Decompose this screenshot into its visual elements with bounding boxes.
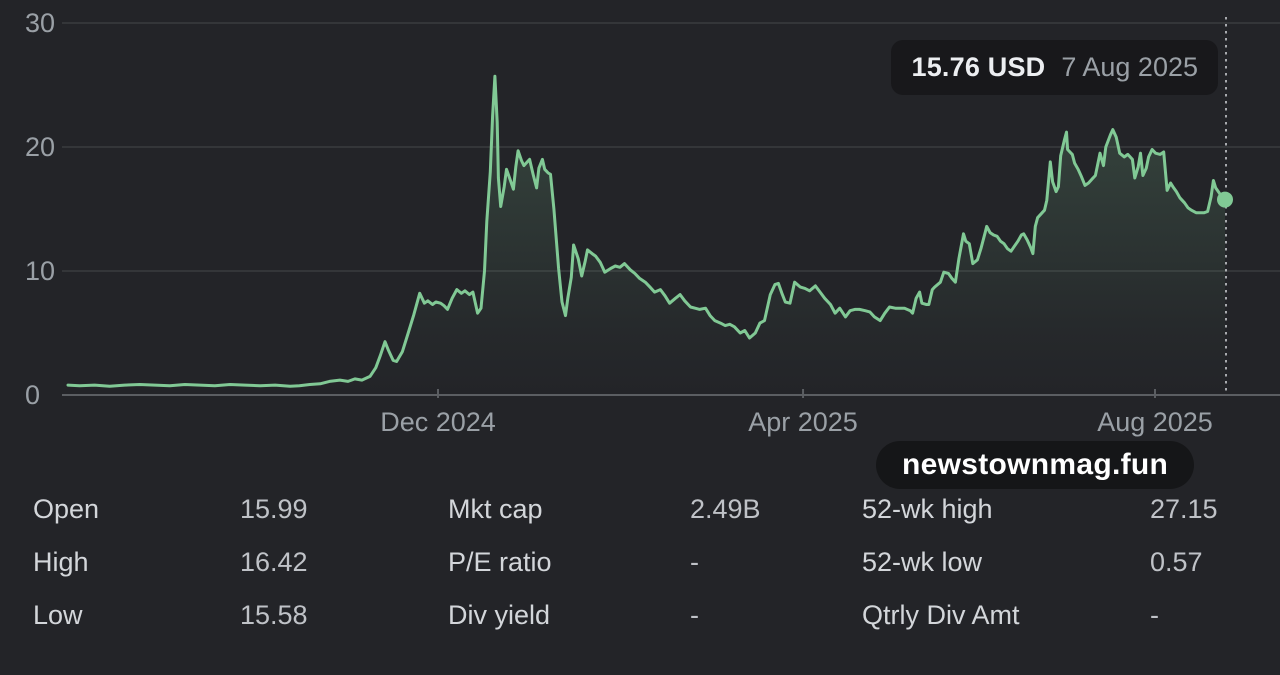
stat-row-div-yield: Div yield - [448, 589, 848, 642]
y-axis-tick-label: 0 [25, 380, 40, 410]
watermark: newstownmag.fun [876, 441, 1195, 489]
y-axis-tick-label: 20 [25, 132, 55, 162]
stats-column-1: Open 15.99 High 16.42 Low 15.58 [33, 483, 433, 642]
tooltip-price: 15.76 USD [911, 52, 1046, 82]
stats-column-3: 52-wk high 27.15 52-wk low 0.57 Qtrly Di… [862, 483, 1272, 642]
stat-row-pe-ratio: P/E ratio - [448, 536, 848, 589]
stat-value: - [690, 600, 699, 630]
price-line [66, 74, 1227, 388]
tooltip-date: 7 Aug 2025 [1061, 52, 1198, 82]
stat-label: Open [33, 494, 100, 524]
stat-value: 15.99 [240, 494, 308, 524]
stat-label: Low [33, 600, 83, 630]
x-axis-tick-label: Aug 2025 [1097, 407, 1213, 437]
stat-value: 15.58 [240, 600, 308, 630]
stat-label: High [33, 547, 89, 577]
stat-label: P/E ratio [448, 547, 552, 577]
stat-value: 27.15 [1150, 494, 1218, 524]
stat-label: 52-wk low [862, 547, 983, 577]
stat-row-open: Open 15.99 [33, 483, 433, 536]
stat-label: Mkt cap [448, 494, 543, 524]
stat-label: Qtrly Div Amt [862, 600, 1020, 630]
x-axis-tick-label: Apr 2025 [748, 407, 858, 437]
stat-label: Div yield [448, 600, 551, 630]
stats-table: Open 15.99 High 16.42 Low 15.58 Mkt cap … [0, 483, 1280, 663]
stat-value: 2.49B [690, 494, 761, 524]
price-tooltip: 15.76 USD 7 Aug 2025 [891, 40, 1218, 95]
price-area-fill [68, 76, 1225, 396]
stat-row-52wk-low: 52-wk low 0.57 [862, 536, 1272, 589]
stat-row-qtrly-div: Qtrly Div Amt - [862, 589, 1272, 642]
stat-row-mktcap: Mkt cap 2.49B [448, 483, 848, 536]
price-chart[interactable]: 0 10 20 30 Dec 2024 Apr 2025 Aug 2025 15.76 US… [0, 0, 1280, 445]
stat-label: 52-wk high [862, 494, 993, 524]
stat-row-52wk-high: 52-wk high 27.15 [862, 483, 1272, 536]
price-chart-svg[interactable]: 0 10 20 30 Dec 2024 Apr 2025 Aug 2025 [0, 0, 1280, 445]
stat-value: - [690, 547, 699, 577]
last-price-dot [1217, 191, 1233, 208]
stat-value: 16.42 [240, 547, 308, 577]
stat-value: 0.57 [1150, 547, 1203, 577]
stat-value: - [1150, 600, 1159, 630]
stat-row-low: Low 15.58 [33, 589, 433, 642]
y-axis-tick-label: 30 [25, 8, 55, 38]
x-axis-tick-label: Dec 2024 [380, 407, 496, 437]
y-axis-tick-label: 10 [25, 256, 55, 286]
stat-row-high: High 16.42 [33, 536, 433, 589]
stats-column-2: Mkt cap 2.49B P/E ratio - Div yield - [448, 483, 848, 642]
